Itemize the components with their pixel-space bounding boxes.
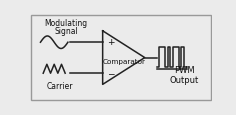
Text: Output: Output <box>169 76 199 85</box>
Text: Signal: Signal <box>54 27 78 36</box>
Text: Carrier: Carrier <box>46 82 73 90</box>
Text: PWM: PWM <box>174 65 194 74</box>
Text: Comparator: Comparator <box>102 59 145 65</box>
FancyBboxPatch shape <box>31 16 211 101</box>
Text: Modulating: Modulating <box>45 19 88 28</box>
Text: +: + <box>107 37 114 46</box>
Text: −: − <box>107 68 114 77</box>
